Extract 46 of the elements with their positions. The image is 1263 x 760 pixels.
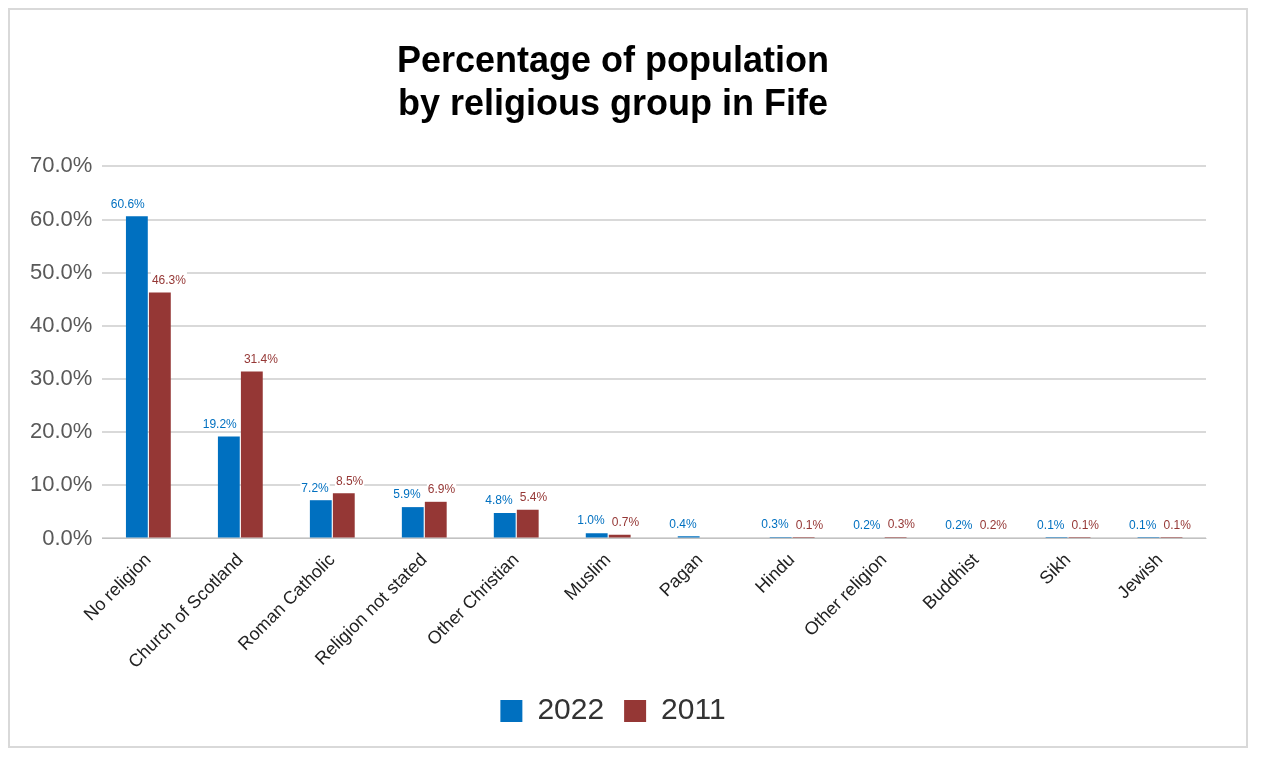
- bar: [516, 509, 539, 538]
- data-label: 0.1%: [1071, 518, 1100, 533]
- data-label: 0.1%: [1163, 518, 1192, 533]
- data-label: 6.9%: [427, 482, 456, 497]
- data-label: 31.4%: [243, 351, 279, 366]
- y-tick-label: 60.0%: [29, 205, 93, 231]
- data-label: 0.2%: [853, 517, 881, 532]
- data-label: 0.7%: [611, 515, 640, 530]
- y-tick-label: 50.0%: [29, 258, 93, 284]
- bar: [332, 493, 355, 538]
- bar: [401, 507, 424, 538]
- data-label: 0.4%: [669, 516, 697, 531]
- x-tick-label: Sikh: [1035, 549, 1075, 589]
- y-tick-label: 10.0%: [29, 471, 93, 497]
- bar: [125, 216, 148, 538]
- data-label: 46.3%: [151, 272, 187, 287]
- data-label: 0.1%: [1037, 518, 1065, 533]
- legend-label: 2022: [537, 692, 605, 726]
- data-label: 0.2%: [945, 517, 973, 532]
- bar: [424, 501, 447, 538]
- data-label: 0.2%: [979, 517, 1008, 532]
- bar: [493, 512, 516, 538]
- data-label: 0.3%: [887, 517, 916, 532]
- data-label: 7.2%: [301, 480, 330, 495]
- bar: [309, 500, 332, 538]
- data-label: 0.3%: [761, 517, 789, 532]
- bar: [217, 436, 240, 538]
- y-tick-label: 70.0%: [29, 152, 93, 178]
- legend-label: 2011: [661, 692, 726, 726]
- data-label: 19.2%: [202, 416, 238, 431]
- bar: [240, 371, 263, 538]
- data-label: 4.8%: [485, 493, 513, 508]
- y-tick-label: 30.0%: [29, 365, 93, 391]
- bar: [148, 292, 171, 538]
- bar: [585, 533, 608, 538]
- data-label: 0.1%: [795, 518, 824, 533]
- chart-title: Percentage of population by religious group in Fife: [396, 38, 830, 123]
- y-tick-label: 0.0%: [42, 524, 93, 550]
- data-label: 8.5%: [335, 473, 364, 488]
- data-label: 0.1%: [1129, 518, 1157, 533]
- data-label: 5.4%: [519, 490, 548, 505]
- y-tick-label: 20.0%: [29, 418, 93, 444]
- data-label: 60.6%: [110, 196, 146, 211]
- data-label: 1.0%: [577, 513, 605, 528]
- y-tick-label: 40.0%: [29, 311, 93, 337]
- data-label: 5.9%: [393, 487, 422, 502]
